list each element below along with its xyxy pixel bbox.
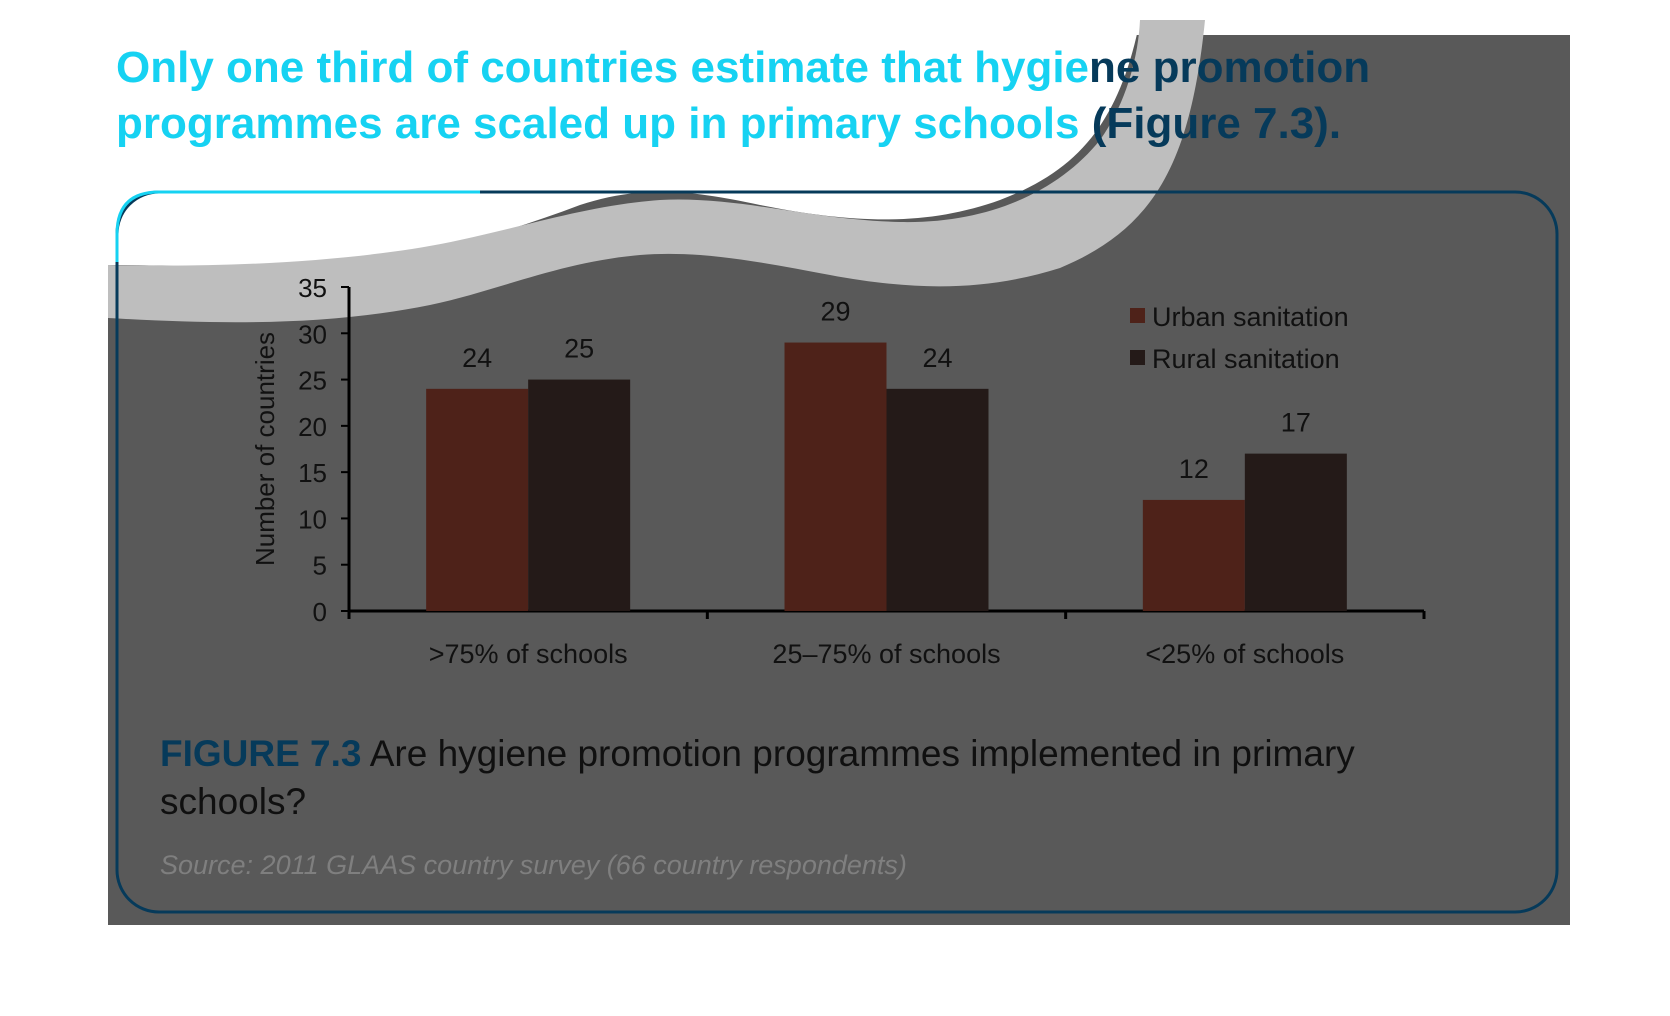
x-category-label: >75% of schools — [429, 639, 628, 669]
y-tick-label: 30 — [298, 319, 327, 349]
y-axis-title: Number of countries — [250, 332, 280, 566]
bar — [784, 342, 887, 611]
frame-cyan-corner — [115, 190, 480, 262]
bar — [528, 379, 631, 611]
bar-value-label: 24 — [922, 343, 952, 373]
y-tick-label: 15 — [298, 458, 327, 488]
y-tick-label: 0 — [313, 597, 327, 627]
headline-line2a: programmes are scaled up in primary scho… — [116, 99, 1080, 148]
bar-value-label: 25 — [564, 334, 594, 364]
legend-swatch — [1130, 350, 1145, 365]
headline-line2b: (Figure 7.3). — [1079, 99, 1342, 148]
y-tick-label: 25 — [298, 366, 327, 396]
gray-swoosh-band — [108, 20, 1205, 323]
figure-caption: FIGURE 7.3 Are hygiene promotion program… — [160, 730, 1460, 826]
bar-value-label: 24 — [462, 343, 492, 373]
x-category-label: <25% of schools — [1145, 639, 1344, 669]
bar-value-label: 17 — [1281, 408, 1311, 438]
legend-label: Urban sanitation — [1152, 302, 1349, 332]
legend-swatch — [1130, 308, 1145, 323]
white-swoosh-region — [100, 20, 1140, 267]
headline-part1: Only one third of countries estimate tha… — [116, 43, 1090, 92]
bar-value-label: 29 — [820, 297, 850, 327]
x-category-label: 25–75% of schools — [772, 639, 1000, 669]
figure-label: FIGURE 7.3 — [160, 733, 362, 774]
y-tick-label: 20 — [298, 412, 327, 442]
bar — [1244, 453, 1347, 611]
bar-value-label: 12 — [1179, 454, 1209, 484]
page-headline: Only one third of countries estimate tha… — [116, 40, 1516, 152]
legend-label: Rural sanitation — [1152, 344, 1340, 374]
y-tick-label: 5 — [313, 551, 327, 581]
figure-caption-text: Are hygiene promotion programmes impleme… — [160, 733, 1355, 822]
source-note: Source: 2011 GLAAS country survey (66 co… — [160, 850, 907, 880]
headline-part2: ne promotion — [1089, 43, 1371, 92]
bar — [1142, 499, 1245, 611]
y-tick-label: 10 — [298, 504, 327, 534]
y-tick-label: 35 — [298, 273, 327, 303]
figure-frame — [115, 190, 1559, 914]
bar — [426, 388, 529, 611]
bar — [886, 388, 989, 611]
